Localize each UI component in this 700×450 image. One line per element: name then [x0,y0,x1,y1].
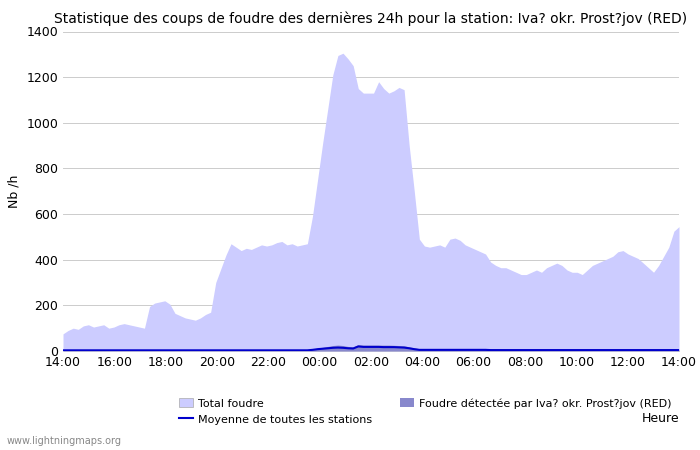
Legend: Total foudre, Moyenne de toutes les stations, Foudre détectée par Iva? okr. Pros: Total foudre, Moyenne de toutes les stat… [179,398,671,425]
Y-axis label: Nb /h: Nb /h [8,175,21,208]
Text: www.lightningmaps.org: www.lightningmaps.org [7,436,122,446]
Title: Statistique des coups de foudre des dernières 24h pour la station: Iva? okr. Pro: Statistique des coups de foudre des dern… [55,12,687,26]
Text: Heure: Heure [641,412,679,425]
